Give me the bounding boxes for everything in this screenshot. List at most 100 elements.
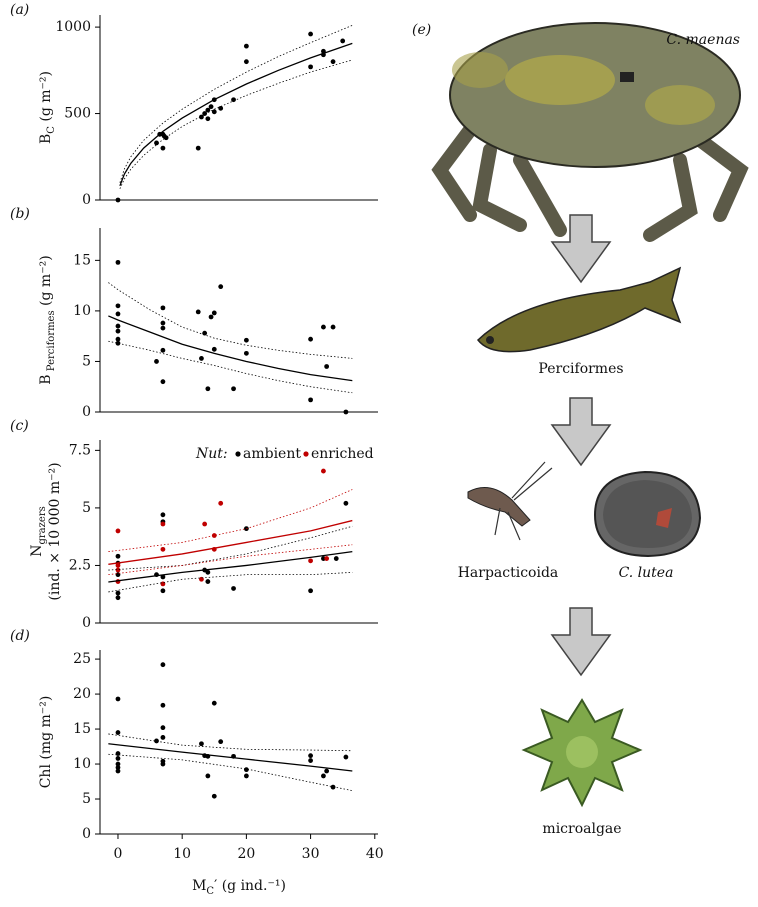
y-tick-label: 0 (82, 404, 91, 420)
data-point (330, 324, 336, 330)
label-part: ′ (g ind.⁻¹) (214, 878, 286, 894)
data-point (308, 588, 313, 594)
arrow (550, 607, 612, 677)
x-tick-label: 40 (366, 846, 384, 862)
data-point (330, 784, 336, 790)
confidence-band (108, 733, 353, 752)
legend-label: enriched (311, 446, 374, 462)
data-point (160, 546, 166, 552)
y-tick-label: 5 (82, 353, 91, 369)
y-axis-label: Chl (mg m⁻²) (38, 696, 54, 789)
data-point (308, 753, 313, 759)
y-tick-label: 2.5 (69, 557, 91, 573)
confidence-band (119, 59, 353, 189)
y-axis-label: (ind. × 10 000 m⁻²) (47, 462, 63, 600)
data-point (115, 567, 121, 573)
data-point (202, 111, 208, 116)
label-part: (g m⁻²) (38, 71, 54, 126)
data-point (211, 533, 217, 538)
fit-line (108, 315, 353, 382)
label-part: (mg m⁻²) (38, 696, 54, 764)
data-point (343, 500, 349, 506)
data-point (243, 59, 249, 65)
panel-label: (b) (10, 206, 30, 222)
label-part: N (29, 545, 45, 557)
node-label: C. maenas (666, 32, 740, 48)
data-point (115, 336, 121, 342)
data-point (115, 328, 121, 334)
node-label: Perciformes (538, 361, 623, 377)
data-point (115, 765, 121, 770)
data-point (343, 754, 349, 760)
arrow (550, 397, 612, 467)
data-point (115, 323, 121, 329)
label-part: B (38, 134, 54, 144)
fit-line (108, 519, 353, 565)
legend-title: Nut: (195, 446, 228, 462)
data-point (205, 569, 211, 575)
data-point (163, 135, 169, 141)
y-tick-label: 0 (82, 826, 91, 842)
data-point (330, 59, 336, 65)
data-point (211, 793, 217, 799)
data-point (160, 735, 166, 740)
copepod-illustration: Harpacticoida (458, 461, 558, 581)
panel-label: (a) (10, 2, 29, 18)
confidence-band (108, 571, 353, 593)
data-point (160, 379, 166, 385)
fish-illustration: Perciformes (476, 266, 682, 377)
data-point (208, 314, 214, 320)
data-point (211, 346, 217, 352)
y-tick-label: 1000 (55, 19, 91, 35)
data-point (160, 512, 166, 518)
data-point (154, 140, 159, 146)
data-point (202, 521, 208, 527)
panel-label: (e) (412, 22, 431, 38)
label-part: Chl (38, 764, 54, 789)
data-point (205, 107, 211, 113)
data-point (115, 259, 121, 265)
x-tick-label: 0 (114, 846, 123, 862)
data-point (160, 320, 166, 326)
data-point (324, 768, 330, 774)
data-point (115, 730, 121, 735)
data-point (218, 284, 224, 290)
panel-label: (d) (10, 628, 30, 644)
y-tick-label: 15 (73, 252, 91, 268)
y-axis-label: BC (g m⁻²) (38, 71, 57, 144)
data-point (231, 386, 236, 392)
x-tick-label: 20 (237, 846, 255, 862)
data-point (321, 324, 326, 330)
bivalve-illustration: C. lutea (593, 470, 702, 581)
data-point (343, 409, 349, 415)
data-point (211, 310, 217, 316)
y-tick-label: 500 (64, 106, 91, 122)
label-subscript: C (206, 886, 214, 897)
crab-illustration: C. maenas (431, 22, 749, 242)
data-point (218, 500, 224, 506)
data-point (160, 725, 166, 731)
y-tick-label: 7.5 (69, 442, 91, 458)
fit-line (119, 42, 353, 187)
data-point (218, 105, 224, 111)
data-point (333, 556, 339, 561)
data-point (231, 586, 236, 591)
data-point (115, 340, 121, 346)
data-point (115, 197, 121, 203)
label-subscript: Perciformes (46, 310, 57, 374)
data-point (115, 553, 121, 559)
microalgae-illustration: microalgae (521, 698, 643, 837)
data-point (231, 97, 236, 103)
fit-line (108, 743, 353, 772)
data-point (205, 579, 211, 584)
data-point (115, 696, 121, 702)
y-tick-label: 20 (73, 686, 91, 702)
y-tick-label: 5 (82, 791, 91, 807)
data-point (160, 145, 166, 151)
confidence-band (108, 525, 353, 571)
data-point (160, 702, 166, 708)
data-point (243, 350, 249, 356)
confidence-band (108, 753, 353, 792)
data-point (205, 116, 211, 122)
